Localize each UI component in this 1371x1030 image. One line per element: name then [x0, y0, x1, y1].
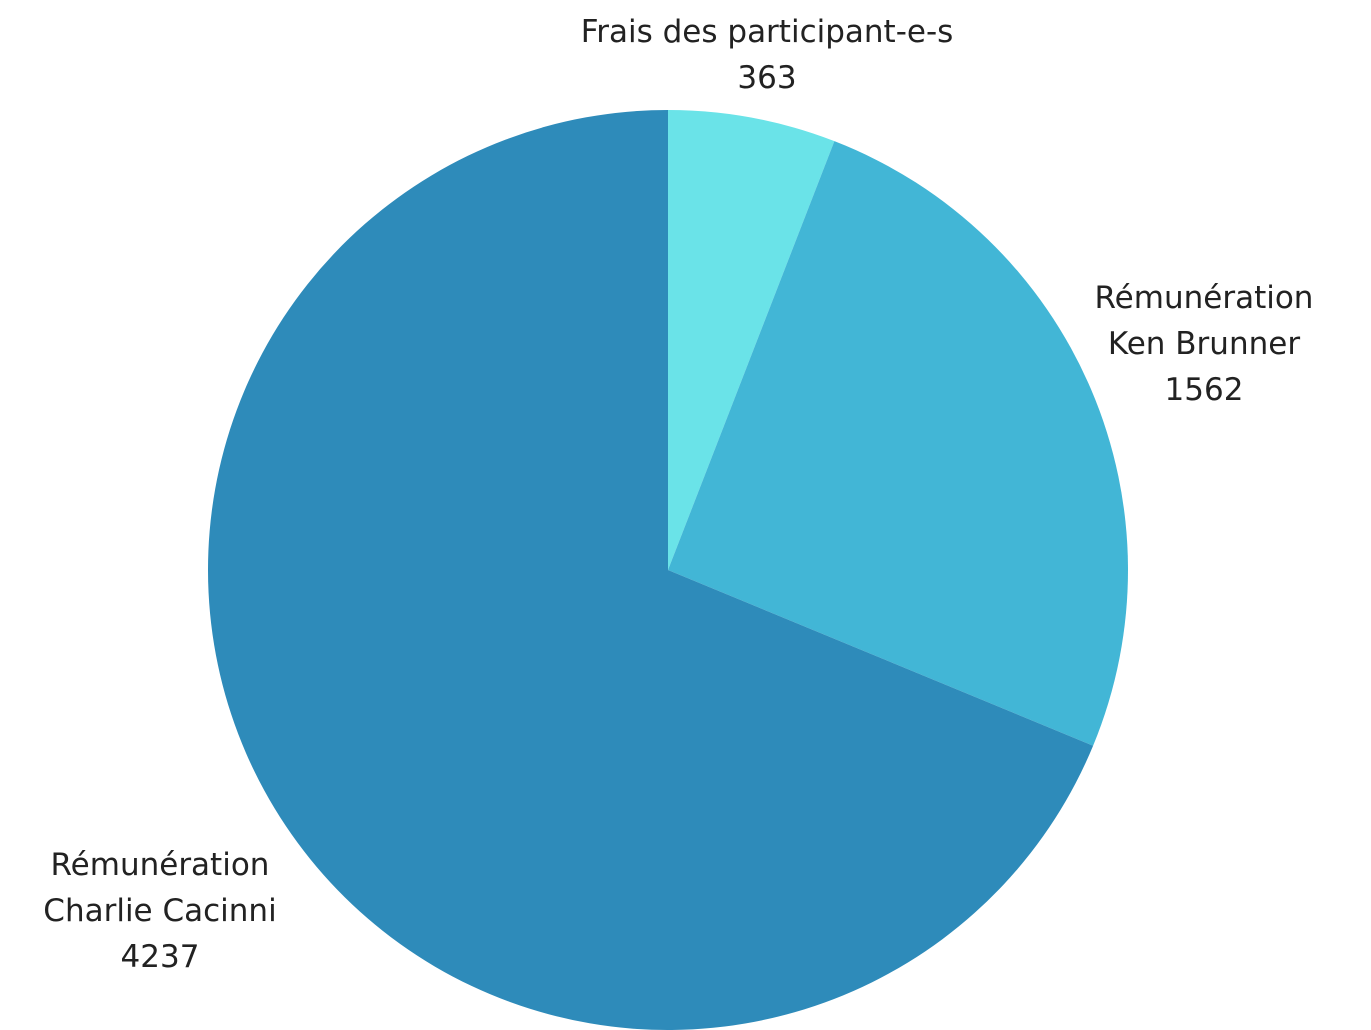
slice-category: Frais des participant-e-s	[580, 14, 954, 50]
slice-label: Rémunération Charlie Cacinni 4237	[43, 842, 276, 980]
slice-value: 363	[737, 60, 797, 96]
slice-value: 4237	[120, 939, 200, 975]
pie-slice	[207, 110, 1094, 1030]
slice-category: Rémunération Charlie Cacinni	[43, 847, 277, 929]
pie-slice	[668, 110, 835, 570]
slice-label: Frais des participant-e-s 363	[581, 9, 954, 101]
pie-slice	[668, 141, 1129, 746]
slice-label: Rémunération Ken Brunner 1562	[1095, 275, 1314, 413]
slice-category: Rémunération Ken Brunner	[1094, 280, 1314, 362]
slice-value: 1562	[1164, 372, 1244, 408]
